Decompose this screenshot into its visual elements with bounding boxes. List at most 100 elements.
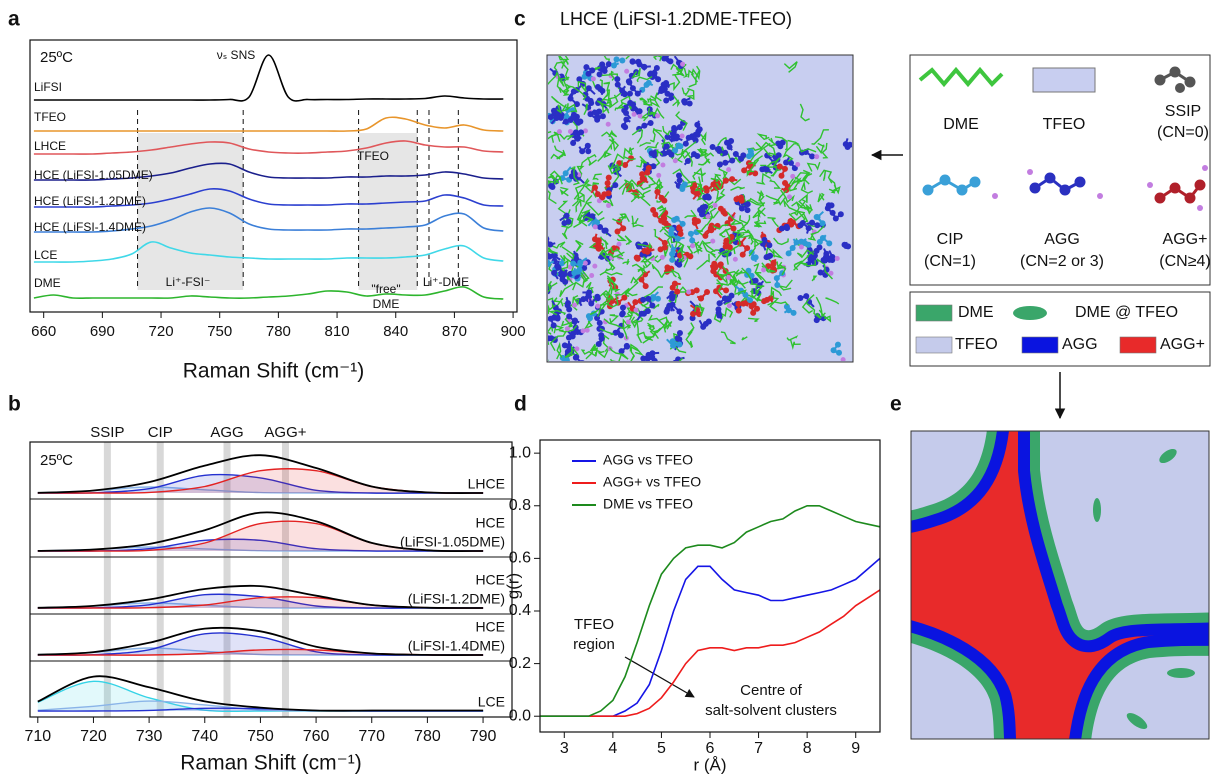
molecule bbox=[566, 265, 575, 284]
atom bbox=[805, 241, 812, 248]
atom bbox=[752, 277, 759, 284]
molecule bbox=[573, 166, 580, 186]
fit-fill bbox=[37, 632, 484, 656]
legend-label: CIP bbox=[937, 231, 964, 248]
molecule bbox=[710, 175, 719, 182]
sample-label: (LiFSI-1.2DME) bbox=[408, 591, 505, 607]
li-ion bbox=[726, 275, 732, 281]
molecule bbox=[583, 103, 588, 116]
molecule bbox=[647, 107, 657, 116]
molecule bbox=[748, 155, 763, 166]
molecule bbox=[742, 194, 765, 207]
atom bbox=[717, 205, 724, 212]
legend-swatch bbox=[1013, 306, 1047, 320]
y-tick-label: 0.8 bbox=[509, 497, 531, 514]
marker-band bbox=[156, 442, 164, 717]
molecule bbox=[601, 73, 619, 79]
y-tick-label: 0.0 bbox=[509, 707, 531, 724]
molecule bbox=[616, 234, 628, 242]
molecule bbox=[560, 103, 569, 113]
molecule bbox=[717, 146, 726, 157]
molecule bbox=[806, 302, 822, 319]
molecule bbox=[789, 339, 801, 350]
molecule bbox=[757, 201, 766, 221]
molecule bbox=[573, 215, 594, 229]
atom bbox=[834, 341, 841, 348]
atom bbox=[619, 57, 626, 64]
molecule bbox=[675, 67, 685, 77]
x-tick-label: 840 bbox=[383, 323, 408, 340]
atom bbox=[559, 276, 566, 283]
atom bbox=[694, 153, 701, 160]
atom bbox=[729, 157, 736, 164]
atom bbox=[599, 113, 606, 120]
atom bbox=[549, 184, 556, 191]
x-tick-label: 870 bbox=[442, 323, 467, 340]
atom bbox=[747, 148, 754, 155]
molecule bbox=[560, 76, 570, 90]
shaded-range bbox=[358, 133, 418, 290]
ssip-icon bbox=[1154, 66, 1196, 93]
marker-label: AGG+ bbox=[264, 424, 306, 441]
molecule bbox=[630, 345, 640, 361]
molecule bbox=[672, 63, 687, 76]
molecule bbox=[717, 136, 728, 147]
molecule bbox=[663, 319, 673, 330]
legend-label: DME vs TFEO bbox=[603, 496, 693, 512]
atom bbox=[679, 185, 686, 192]
li-ion bbox=[590, 76, 596, 82]
atom bbox=[626, 79, 633, 86]
molecule bbox=[746, 229, 754, 239]
total-curve bbox=[37, 454, 484, 494]
molecule bbox=[749, 288, 759, 302]
molecule bbox=[794, 172, 810, 185]
atom bbox=[636, 108, 643, 115]
atom bbox=[612, 182, 619, 189]
molecule bbox=[685, 87, 695, 101]
legend-label: TFEO bbox=[1043, 116, 1086, 133]
x-axis-label: Raman Shift (cm⁻¹) bbox=[180, 752, 361, 775]
molecule bbox=[609, 353, 629, 361]
atom bbox=[641, 63, 648, 70]
atom bbox=[657, 246, 664, 253]
atom bbox=[561, 271, 568, 278]
molecule bbox=[756, 293, 762, 302]
molecule bbox=[772, 189, 788, 206]
molecule bbox=[655, 148, 663, 157]
molecule bbox=[765, 194, 786, 206]
molecule bbox=[549, 170, 562, 185]
atom bbox=[605, 61, 612, 68]
li-ion bbox=[660, 162, 666, 168]
sample-label: HCE bbox=[475, 515, 505, 531]
molecule bbox=[669, 74, 681, 92]
molecule bbox=[561, 225, 569, 240]
molecule bbox=[696, 148, 707, 157]
molecule bbox=[548, 297, 564, 307]
atom bbox=[711, 260, 718, 267]
atom bbox=[782, 179, 789, 186]
atom bbox=[847, 141, 852, 148]
li-ion bbox=[606, 203, 612, 209]
li-ion bbox=[580, 328, 586, 334]
annotation: region bbox=[573, 636, 615, 653]
atom bbox=[761, 165, 768, 172]
y-tick-label: 0.4 bbox=[509, 602, 531, 619]
plot-frame bbox=[29, 441, 513, 718]
molecule bbox=[716, 278, 724, 296]
atom bbox=[741, 167, 748, 174]
x-tick-label: 750 bbox=[207, 323, 232, 340]
atom bbox=[728, 292, 735, 299]
molecule bbox=[786, 335, 799, 341]
molecule bbox=[589, 309, 599, 316]
atom bbox=[661, 215, 668, 222]
molecule bbox=[559, 186, 569, 197]
marker-label: SSIP bbox=[90, 424, 124, 441]
molecule bbox=[753, 262, 763, 281]
molecule bbox=[704, 152, 715, 164]
total-curve bbox=[37, 626, 484, 656]
li-ion bbox=[656, 172, 662, 178]
atom bbox=[598, 332, 605, 339]
atom bbox=[775, 152, 782, 159]
spectrum bbox=[33, 188, 504, 208]
atom bbox=[574, 268, 581, 275]
